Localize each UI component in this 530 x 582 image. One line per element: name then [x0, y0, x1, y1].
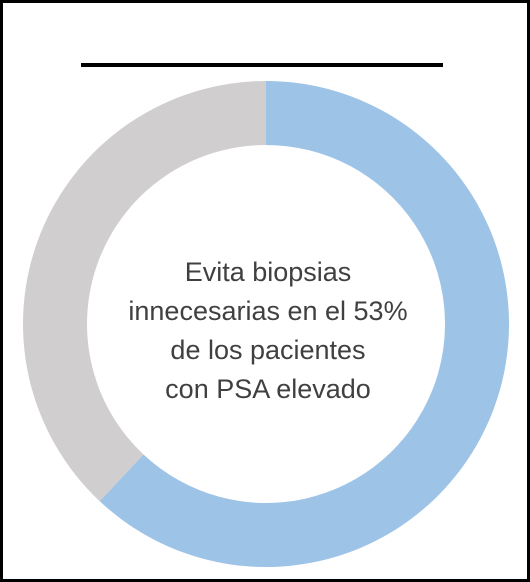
- center-text-line-4: con PSA elevado: [165, 374, 371, 404]
- center-text-line-2: innecesarias en el 53%: [128, 296, 408, 326]
- donut-slice-2: [22, 81, 267, 502]
- center-text-line-3: de los pacientes: [170, 335, 366, 365]
- donut-slices: [22, 81, 509, 567]
- donut-chart: [22, 81, 509, 567]
- donut-center-text: Evita biopsias innecesarias en el 53% de…: [93, 253, 443, 409]
- center-text-line-1: Evita biopsias: [184, 257, 352, 287]
- top-rule: [81, 63, 443, 67]
- donut-slice-1: [99, 81, 509, 567]
